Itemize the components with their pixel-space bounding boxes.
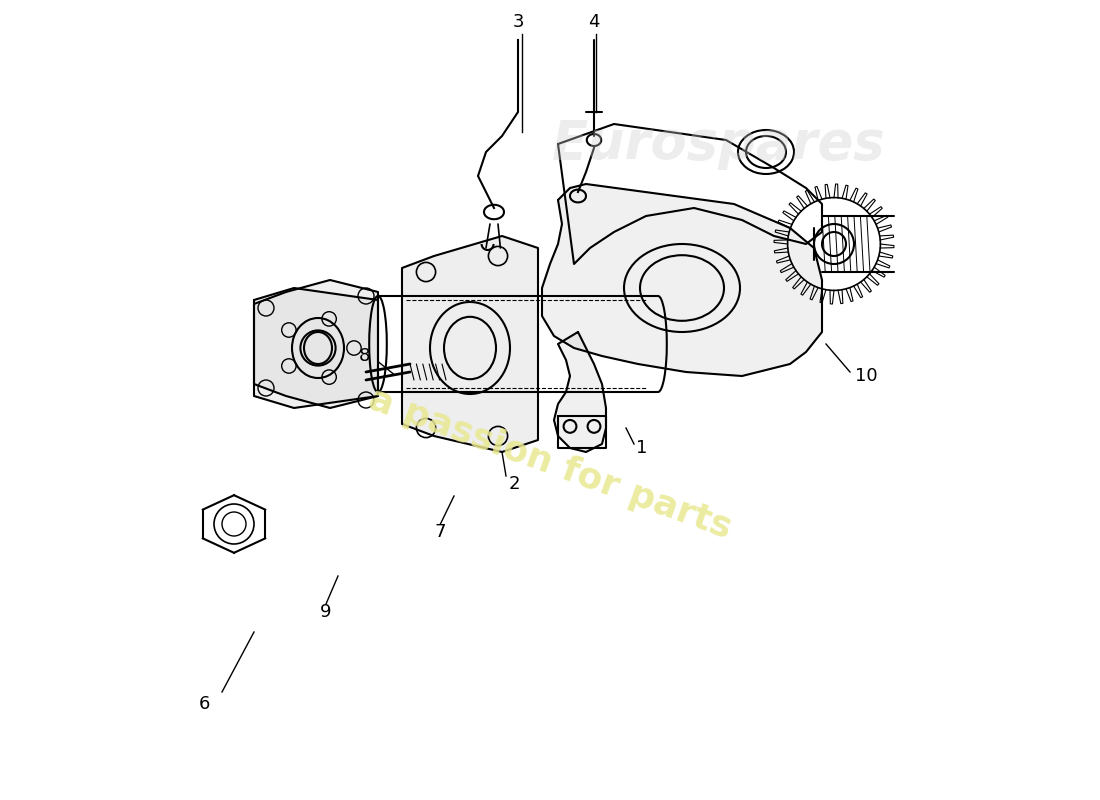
- Text: 9: 9: [320, 603, 332, 621]
- Text: Eurospares: Eurospares: [552, 118, 886, 170]
- Polygon shape: [554, 332, 606, 452]
- Polygon shape: [254, 288, 378, 408]
- Text: 4: 4: [588, 14, 600, 31]
- Text: a passion for parts: a passion for parts: [364, 382, 736, 546]
- Text: 6: 6: [199, 695, 210, 713]
- Text: 1: 1: [636, 439, 648, 457]
- Text: 10: 10: [855, 367, 878, 385]
- Text: 2: 2: [508, 475, 519, 493]
- Text: 3: 3: [513, 14, 524, 31]
- Text: 8: 8: [359, 347, 370, 365]
- Text: 7: 7: [434, 523, 447, 541]
- Polygon shape: [402, 236, 538, 452]
- Polygon shape: [542, 184, 822, 376]
- Polygon shape: [254, 280, 378, 408]
